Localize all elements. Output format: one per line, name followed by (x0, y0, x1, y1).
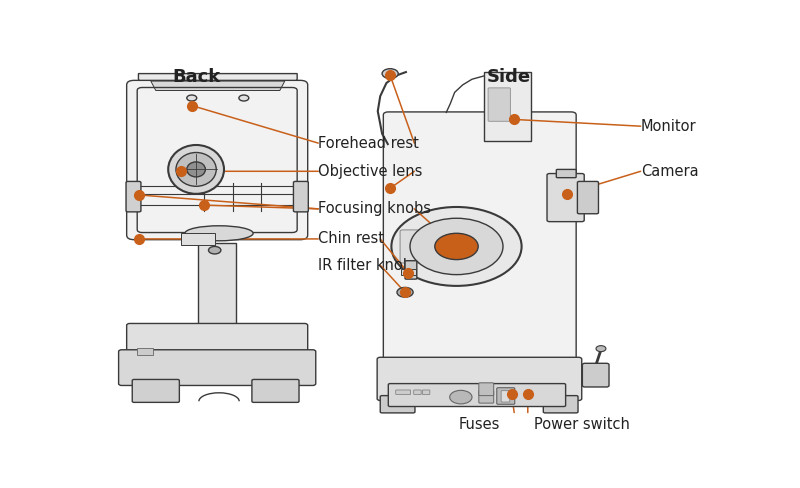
FancyBboxPatch shape (118, 350, 316, 386)
FancyBboxPatch shape (396, 390, 410, 394)
Circle shape (391, 207, 522, 286)
Ellipse shape (185, 226, 253, 241)
Circle shape (402, 290, 409, 295)
FancyBboxPatch shape (198, 243, 237, 327)
Text: Power switch: Power switch (534, 417, 630, 432)
Circle shape (397, 287, 413, 297)
FancyBboxPatch shape (126, 182, 141, 212)
Text: Fuses: Fuses (458, 417, 500, 432)
FancyBboxPatch shape (138, 348, 153, 355)
FancyBboxPatch shape (543, 396, 578, 413)
FancyBboxPatch shape (414, 390, 421, 394)
Polygon shape (138, 74, 297, 92)
FancyBboxPatch shape (252, 380, 299, 403)
FancyBboxPatch shape (388, 384, 566, 407)
Circle shape (596, 346, 606, 352)
FancyBboxPatch shape (405, 261, 417, 279)
FancyBboxPatch shape (479, 383, 494, 396)
FancyBboxPatch shape (383, 112, 576, 388)
Circle shape (410, 218, 503, 275)
Ellipse shape (168, 145, 224, 194)
Circle shape (239, 95, 249, 101)
Text: Objective lens: Objective lens (318, 164, 422, 179)
FancyBboxPatch shape (126, 324, 308, 355)
FancyBboxPatch shape (578, 182, 598, 214)
FancyBboxPatch shape (497, 388, 514, 404)
Circle shape (382, 69, 398, 79)
FancyBboxPatch shape (488, 88, 510, 122)
Text: Side: Side (487, 68, 531, 86)
Text: Forehead rest: Forehead rest (318, 136, 419, 151)
FancyBboxPatch shape (479, 390, 494, 403)
Text: IR filter knob: IR filter knob (318, 258, 412, 273)
Text: Camera: Camera (641, 164, 698, 179)
FancyBboxPatch shape (132, 380, 179, 403)
FancyBboxPatch shape (377, 357, 582, 401)
Text: Back: Back (172, 68, 220, 86)
Polygon shape (401, 269, 415, 275)
FancyBboxPatch shape (294, 182, 308, 212)
FancyBboxPatch shape (422, 390, 430, 394)
Circle shape (186, 95, 197, 101)
Text: Chin rest: Chin rest (318, 231, 384, 246)
Circle shape (209, 246, 221, 254)
Text: Focusing knobs: Focusing knobs (318, 202, 431, 216)
FancyBboxPatch shape (556, 169, 576, 178)
Text: Monitor: Monitor (641, 119, 696, 134)
FancyBboxPatch shape (582, 363, 609, 387)
Polygon shape (151, 81, 285, 90)
Circle shape (435, 233, 478, 260)
FancyBboxPatch shape (547, 174, 584, 222)
FancyBboxPatch shape (501, 391, 510, 402)
FancyBboxPatch shape (380, 396, 415, 413)
FancyBboxPatch shape (400, 230, 442, 263)
FancyBboxPatch shape (126, 81, 308, 240)
Polygon shape (485, 72, 531, 141)
FancyBboxPatch shape (181, 233, 214, 244)
Ellipse shape (176, 152, 216, 186)
Ellipse shape (186, 162, 206, 177)
Circle shape (450, 390, 472, 404)
Circle shape (386, 186, 394, 190)
